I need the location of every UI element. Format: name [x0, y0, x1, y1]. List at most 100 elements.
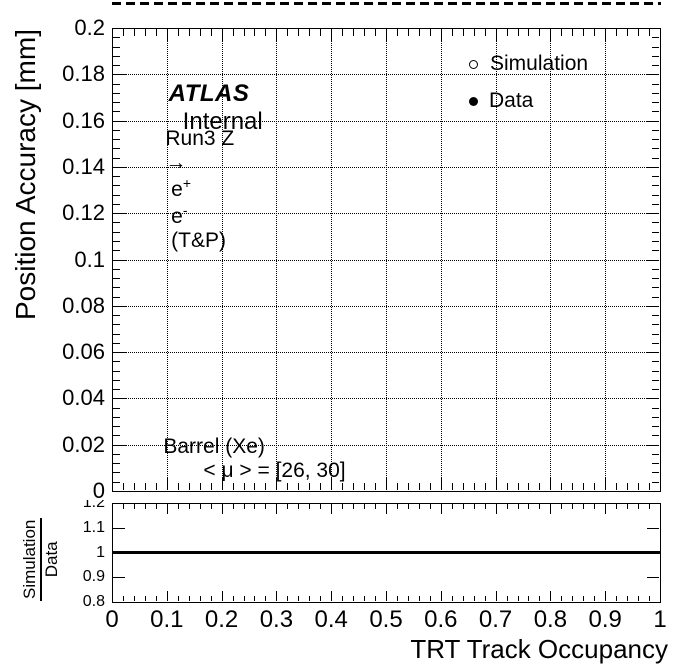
tick-mark	[646, 213, 659, 215]
tick-mark	[652, 37, 659, 39]
tick-mark	[451, 504, 453, 509]
tick-mark	[386, 591, 387, 601]
tick-mark	[506, 596, 508, 601]
tick-mark	[320, 483, 322, 490]
tick-mark	[309, 483, 311, 490]
tick-mark	[243, 483, 245, 490]
tick-mark	[166, 477, 168, 490]
tick-mark	[605, 477, 607, 490]
tick-mark	[550, 591, 552, 601]
tick-mark	[287, 596, 289, 601]
tick-mark	[561, 596, 563, 601]
tick-mark	[652, 157, 659, 159]
tick-mark	[276, 29, 278, 42]
tick-mark	[243, 29, 245, 36]
filled-circle-icon	[469, 96, 478, 106]
tick-mark	[375, 596, 377, 601]
tick-mark	[177, 504, 179, 509]
tick-mark	[484, 596, 486, 601]
tick-mark	[144, 596, 146, 601]
tick-mark	[652, 203, 659, 205]
tick-mark	[221, 591, 223, 601]
tick-mark	[113, 444, 126, 446]
tick-mark	[177, 483, 179, 490]
tick-mark	[652, 324, 659, 326]
tick-mark	[155, 29, 157, 36]
tick-mark	[113, 342, 120, 344]
tick-mark	[331, 591, 333, 601]
tick-mark	[309, 596, 311, 601]
ratio-y-tick-label: 0.9	[82, 568, 105, 586]
tick-mark	[375, 29, 377, 36]
process-suffix: (T&P)	[165, 229, 227, 252]
tick-mark	[113, 472, 120, 474]
process-label: Run3 Z → e+ e- (T&P)	[142, 103, 240, 277]
tick-mark	[133, 596, 135, 601]
tick-mark	[386, 504, 387, 514]
arrow-icon: →	[165, 151, 187, 174]
tick-mark	[113, 577, 125, 579]
y-tick-label: 0.02	[62, 431, 105, 457]
tick-mark	[605, 591, 607, 601]
main-plot-frame	[112, 28, 661, 492]
tick-mark	[188, 483, 190, 490]
tick-mark	[652, 250, 659, 252]
tick-mark	[616, 483, 618, 490]
tick-mark	[122, 29, 124, 36]
tick-mark	[652, 111, 659, 113]
tick-mark	[407, 29, 409, 36]
tick-mark	[113, 194, 120, 196]
tick-mark	[113, 148, 120, 150]
tick-mark	[495, 504, 497, 514]
tick-mark	[113, 65, 120, 67]
tick-mark	[646, 444, 659, 446]
tick-mark	[407, 596, 409, 601]
tick-mark	[122, 483, 124, 490]
tick-mark	[113, 287, 120, 289]
tick-mark	[627, 596, 629, 601]
tick-mark	[298, 483, 300, 490]
tick-mark	[616, 504, 618, 509]
tick-mark	[440, 504, 442, 514]
x-tick-label: 0.5	[369, 606, 403, 633]
tick-mark	[113, 416, 120, 418]
tick-mark	[652, 176, 659, 178]
tick-mark	[418, 29, 420, 36]
tick-mark	[462, 483, 464, 490]
tick-mark	[652, 435, 659, 437]
tick-mark	[652, 102, 659, 104]
tick-mark	[254, 504, 256, 509]
tick-mark	[221, 29, 223, 42]
tick-mark	[429, 596, 431, 601]
tick-mark	[342, 483, 344, 490]
tick-mark	[646, 398, 659, 400]
tick-mark	[320, 596, 322, 601]
tick-mark	[550, 504, 552, 514]
tick-mark	[276, 504, 278, 514]
tick-mark	[188, 504, 190, 509]
gridline-vertical	[331, 29, 333, 490]
tick-mark	[440, 477, 442, 490]
tick-mark	[364, 483, 366, 490]
tick-mark	[298, 596, 300, 601]
tick-mark	[265, 596, 267, 601]
tick-mark	[113, 305, 126, 307]
tick-mark	[484, 29, 486, 36]
tick-mark	[652, 426, 659, 428]
electron-minus-superscript: -	[182, 202, 188, 218]
tick-mark	[550, 477, 552, 490]
tick-mark	[265, 29, 267, 36]
tick-mark	[396, 596, 398, 601]
tick-mark	[155, 483, 157, 490]
process-prefix: Run3 Z	[165, 127, 241, 150]
tick-mark	[113, 222, 120, 224]
tick-mark	[243, 596, 245, 601]
tick-mark	[199, 29, 201, 36]
tick-mark	[113, 315, 120, 317]
tick-mark	[113, 407, 120, 409]
y-tick-label: 0	[92, 478, 105, 503]
tick-mark	[646, 74, 659, 76]
tick-mark	[113, 527, 125, 529]
tick-mark	[113, 426, 120, 428]
